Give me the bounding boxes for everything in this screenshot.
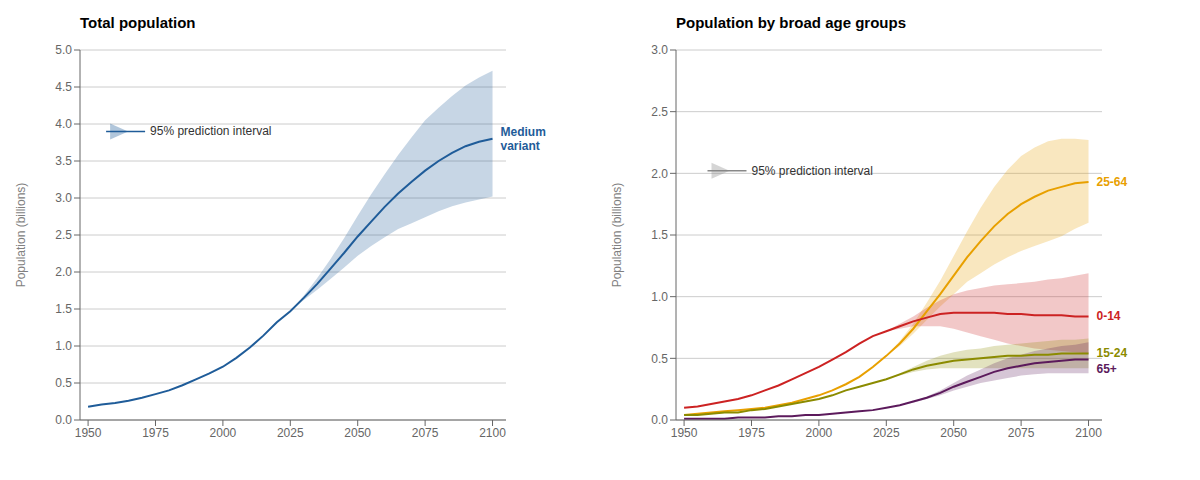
svg-text:2.5: 2.5 [55,228,72,242]
svg-text:4.0: 4.0 [55,117,72,131]
svg-text:2025: 2025 [277,426,304,440]
svg-text:1.0: 1.0 [55,339,72,353]
svg-text:Medium: Medium [501,125,546,139]
svg-text:2000: 2000 [210,426,237,440]
svg-text:variant: variant [501,139,540,153]
svg-text:65+: 65+ [1097,362,1117,376]
svg-text:2050: 2050 [940,426,967,440]
svg-text:1950: 1950 [671,426,698,440]
svg-text:3.0: 3.0 [651,43,668,57]
svg-text:2075: 2075 [1008,426,1035,440]
html-text:Total population: Total population [80,14,196,31]
svg-text:2000: 2000 [806,426,833,440]
svg-text:0.5: 0.5 [55,376,72,390]
svg-text:2100: 2100 [1075,426,1102,440]
svg-text:2025: 2025 [873,426,900,440]
svg-text:95% prediction interval: 95% prediction interval [751,164,872,178]
svg-text:3.0: 3.0 [55,191,72,205]
svg-text:Population (billions): Population (billions) [14,183,28,288]
svg-text:1.0: 1.0 [651,290,668,304]
svg-text:1975: 1975 [142,426,169,440]
svg-text:0.0: 0.0 [651,413,668,427]
svg-text:1.5: 1.5 [651,228,668,242]
svg-text:2.0: 2.0 [55,265,72,279]
svg-text:2100: 2100 [479,426,506,440]
svg-text:1.5: 1.5 [55,302,72,316]
svg-text:1950: 1950 [75,426,102,440]
svg-text:2050: 2050 [344,426,371,440]
html-text:Population by broad age groups: Population by broad age groups [676,14,906,31]
svg-text:4.5: 4.5 [55,80,72,94]
svg-text:2.0: 2.0 [651,167,668,181]
svg-text:1975: 1975 [738,426,765,440]
svg-text:3.5: 3.5 [55,154,72,168]
svg-text:0.0: 0.0 [55,413,72,427]
svg-text:Population (billions): Population (billions) [610,183,624,288]
svg-text:2075: 2075 [412,426,439,440]
svg-text:15-24: 15-24 [1097,346,1128,360]
svg-text:0-14: 0-14 [1097,309,1121,323]
svg-text:5.0: 5.0 [55,43,72,57]
svg-text:25-64: 25-64 [1097,175,1128,189]
svg-text:2.5: 2.5 [651,105,668,119]
svg-text:0.5: 0.5 [651,352,668,366]
svg-text:95% prediction interval: 95% prediction interval [150,124,271,138]
